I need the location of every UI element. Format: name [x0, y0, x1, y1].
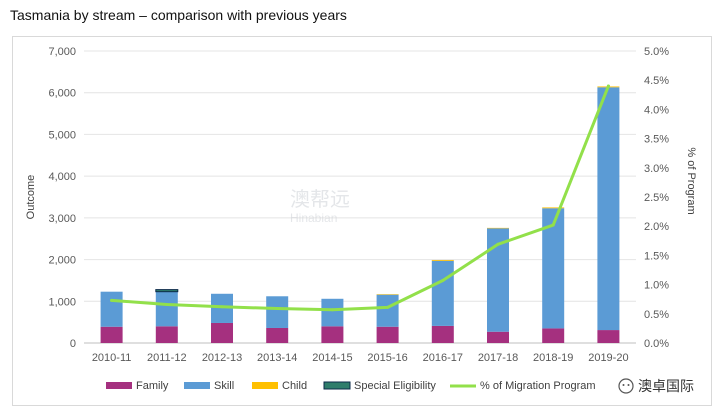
y-right-axis-title: % of Program: [685, 147, 697, 214]
bar-skill: [155, 291, 178, 327]
y-right-tick-label: 3.0%: [644, 163, 669, 175]
x-tick-label: 2015-16: [367, 352, 407, 364]
logo-eye-right-icon: [627, 384, 630, 386]
y-left-tick-label: 3,000: [48, 213, 76, 225]
bar-family: [266, 327, 289, 343]
watermark-en: Hinabian: [290, 211, 337, 225]
bars: [100, 86, 620, 343]
y-left-tick-label: 4,000: [48, 171, 76, 183]
bar-skill: [266, 296, 289, 328]
legend-swatch-child: [252, 382, 278, 389]
legend-label: Skill: [214, 380, 234, 392]
bar-family: [376, 326, 399, 343]
line-point: [275, 307, 279, 311]
bar-child: [431, 259, 454, 261]
chart-title: Tasmania by stream – comparison with pre…: [10, 7, 347, 23]
line-point: [386, 305, 390, 309]
x-tick-label: 2016-17: [423, 352, 463, 364]
y-left-tick-label: 7,000: [48, 46, 76, 58]
bar-child: [376, 294, 399, 295]
bar-family: [597, 330, 620, 343]
x-tick-label: 2012-13: [202, 352, 242, 364]
y-right-tick-label: 4.5%: [644, 75, 669, 87]
y-left-tick-label: 0: [70, 338, 76, 350]
bar-child: [487, 227, 509, 229]
y-right-tick-label: 2.5%: [644, 192, 669, 204]
bar-skill: [487, 228, 509, 332]
x-tick-label: 2014-15: [312, 352, 352, 364]
line-point: [441, 279, 445, 283]
line-point: [110, 298, 114, 302]
line-point: [220, 305, 224, 309]
y-left-tick-label: 6,000: [48, 88, 76, 100]
legend-label: Child: [282, 380, 307, 392]
bar-skill: [100, 291, 123, 327]
legend-label: Family: [136, 380, 169, 392]
bar-family: [100, 326, 123, 343]
line-point: [496, 242, 500, 246]
bar-family: [321, 326, 344, 343]
legend-label: Special Eligibility: [354, 380, 436, 392]
logo-eye-left-icon: [622, 384, 625, 386]
y-right-tick-label: 0.0%: [644, 338, 669, 350]
y-left-tick-label: 1,000: [48, 296, 76, 308]
bar-skill: [211, 293, 233, 323]
brand-logo: 澳卓国际: [618, 378, 694, 394]
y-right-tick-label: 3.5%: [644, 134, 669, 146]
bar-child: [542, 207, 565, 209]
legend-swatch-family: [106, 382, 132, 389]
y-right-tick-label: 0.5%: [644, 309, 669, 321]
y-right-tick-label: 5.0%: [644, 46, 669, 58]
y-right-tick-label: 4.0%: [644, 104, 669, 116]
line-point: [330, 308, 334, 312]
bar-skill: [321, 298, 344, 327]
y-right-tick-label: 2.0%: [644, 221, 669, 233]
bar-skill: [431, 260, 454, 326]
watermark: 澳帮远 Hinabian: [290, 188, 350, 225]
legend-swatch-special-eligibility: [323, 381, 351, 390]
bar-skill: [376, 294, 399, 327]
legend-label: % of Migration Program: [480, 380, 596, 392]
y-right-tick-label: 1.5%: [644, 250, 669, 262]
logo-text: 澳卓国际: [638, 378, 694, 394]
line-point: [165, 302, 169, 306]
legend: Family Skill Child Special Eligibility % of …: [106, 380, 596, 392]
bar-family: [155, 326, 178, 343]
x-tick-label: 2011-12: [147, 352, 187, 364]
chart-frame: [12, 36, 712, 406]
axes: 0 1,000 2,000 3,000 4,000 5,000 6,000 7,000 0.0%…: [25, 46, 697, 364]
y-left-tick-label: 2,000: [48, 255, 76, 267]
bar-family: [211, 322, 233, 343]
line-point: [606, 84, 610, 88]
y-left-axis-title: Outcome: [25, 175, 37, 220]
y-right-tick-label: 1.0%: [644, 280, 669, 292]
x-tick-label: 2019-20: [588, 352, 628, 364]
bar-family: [431, 325, 454, 343]
line-point: [551, 223, 555, 227]
line-series: [110, 84, 610, 312]
x-tick-label: 2013-14: [257, 352, 297, 364]
bar-special-eligibility: [155, 289, 179, 293]
bar-family: [542, 328, 565, 343]
bar-family: [487, 331, 509, 343]
x-tick-label: 2010-11: [92, 352, 132, 364]
legend-swatch-skill: [184, 382, 210, 389]
bar-skill: [597, 87, 620, 331]
watermark-cn: 澳帮远: [290, 188, 350, 211]
x-tick-label: 2018-19: [533, 352, 573, 364]
bar-skill: [542, 208, 565, 329]
logo-icon: [618, 378, 634, 394]
y-left-tick-label: 5,000: [48, 129, 76, 141]
line-percent-of-program: [110, 84, 610, 312]
x-tick-label: 2017-18: [478, 352, 518, 364]
